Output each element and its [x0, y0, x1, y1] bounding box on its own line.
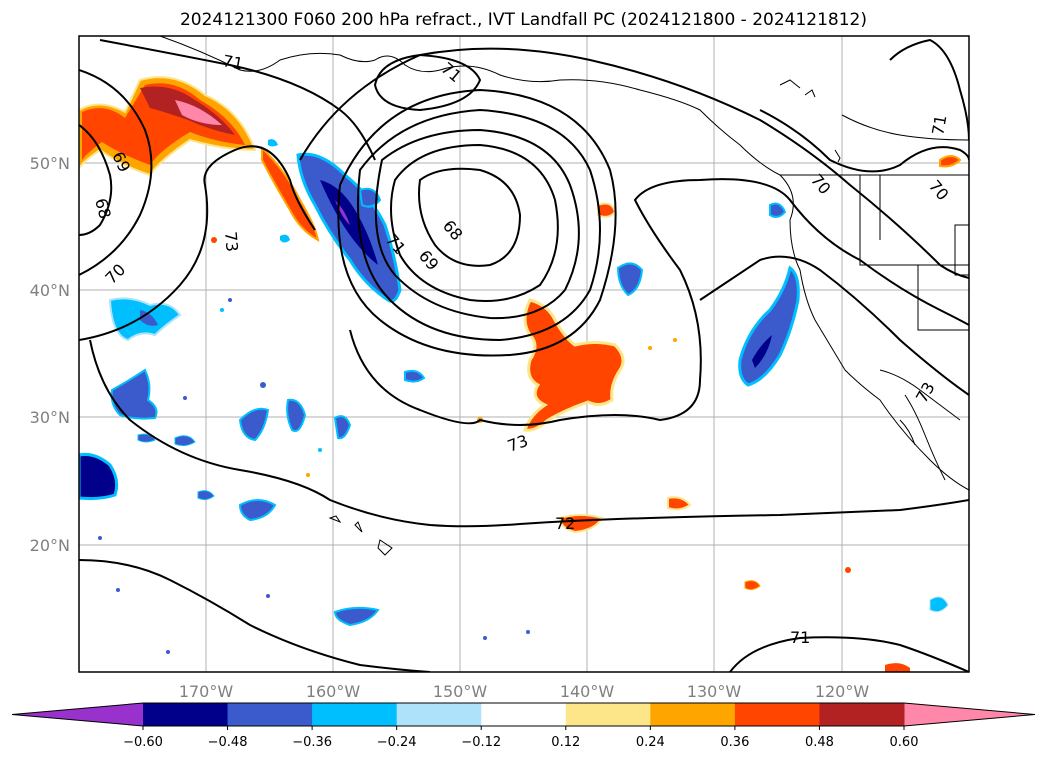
- lat-label: 20°N: [30, 536, 70, 555]
- colorbar-tick-label: 0.36: [720, 735, 749, 750]
- colorbar-tick-label: −0.12: [461, 735, 501, 750]
- contour-label: 73: [221, 231, 242, 253]
- contour-label: 70: [925, 176, 953, 204]
- contour-label: 71: [928, 113, 950, 136]
- coastlines: [159, 36, 969, 556]
- lon-label: 120°W: [815, 682, 870, 701]
- contour-label: 73: [912, 379, 939, 406]
- longitude-labels: 170°W 160°W 150°W 140°W 130°W 120°W: [179, 682, 870, 701]
- negative-anomaly-california: [738, 265, 800, 387]
- positive-anomaly-subtropical: [523, 298, 625, 432]
- colorbar-tick-label: 0.12: [551, 735, 580, 750]
- lat-label: 40°N: [30, 281, 70, 300]
- colorbar-tick-label: −0.24: [377, 735, 417, 750]
- contour-label: 71: [790, 628, 810, 647]
- colorbar-tick-label: 0.48: [805, 735, 834, 750]
- colorbar-segment: [734, 703, 820, 726]
- colorbar-segment: [227, 703, 313, 726]
- colorbar-tick-label: 0.24: [636, 735, 665, 750]
- contour-label: 69: [415, 246, 443, 274]
- colorbar-segment: [396, 703, 482, 726]
- lat-label: 30°N: [30, 408, 70, 427]
- colorbar-segment: [312, 703, 398, 726]
- colorbar-extend-min: [12, 703, 143, 726]
- lat-label: 50°N: [30, 154, 70, 173]
- contour-label: 73: [505, 431, 531, 456]
- refractivity-contours: [79, 38, 969, 672]
- colorbar-segment: [650, 703, 736, 726]
- contour-label: 68: [91, 196, 115, 221]
- colorbar-tick-label: −0.36: [292, 735, 332, 750]
- lon-label: 150°W: [433, 682, 488, 701]
- map-frame: [78, 35, 970, 673]
- negative-anomaly-fields: [79, 139, 949, 654]
- colorbar-tick-label: −0.60: [123, 735, 163, 750]
- contour-label: 68: [439, 216, 467, 244]
- lon-label: 170°W: [179, 682, 234, 701]
- contour-label: 71: [221, 51, 244, 73]
- colorbar-segment: [565, 703, 651, 726]
- map-title: 2024121300 F060 200 hPa refract., IVT La…: [179, 10, 867, 30]
- colorbar-tick-label: −0.48: [208, 735, 248, 750]
- latitude-labels: 50°N 40°N 30°N 20°N: [30, 154, 70, 555]
- colorbar-segment: [481, 703, 567, 726]
- colorbar-segment: [819, 703, 905, 726]
- lon-label: 140°W: [560, 682, 615, 701]
- positive-anomaly-fields: [79, 76, 962, 672]
- lon-label: 130°W: [687, 682, 742, 701]
- colorbar-extend-max: [904, 703, 1035, 726]
- colorbar: −0.60 −0.48 −0.36 −0.24 −0.12 0.12 0.24 0.36 0.4…: [11, 702, 1036, 750]
- colorbar-segment: [143, 703, 229, 726]
- lon-label: 160°W: [306, 682, 361, 701]
- contour-label: 70: [101, 260, 129, 288]
- contour-label: 72: [555, 514, 575, 533]
- colorbar-tick-label: 0.60: [890, 735, 919, 750]
